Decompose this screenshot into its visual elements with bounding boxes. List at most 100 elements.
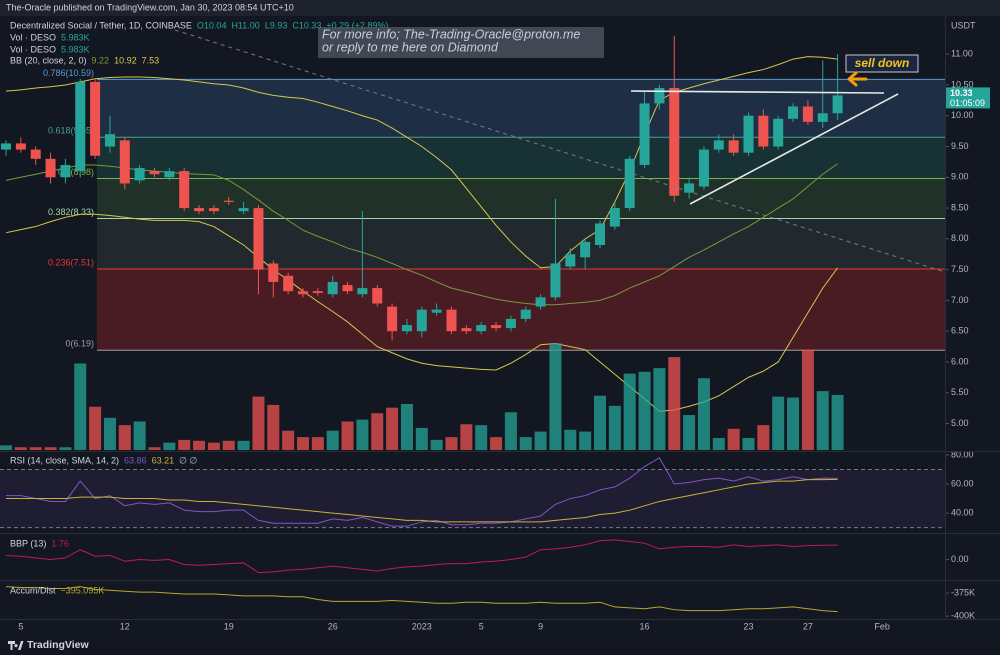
callout-box xyxy=(845,54,919,73)
candle-body xyxy=(535,297,546,307)
candle-body xyxy=(312,291,323,294)
candle-body xyxy=(728,140,739,153)
candle-body xyxy=(75,81,86,172)
fib-label: 0.5(8.98) xyxy=(58,167,94,177)
candle-body xyxy=(476,325,487,332)
ohlc-label: O10.04 xyxy=(197,20,227,30)
volume-bar xyxy=(103,417,116,450)
volume-bar xyxy=(297,437,309,450)
volume-bar xyxy=(712,438,725,450)
candle-body xyxy=(773,118,784,147)
volume-bar xyxy=(326,430,339,450)
fib-label: 0.786(10.59) xyxy=(43,68,94,78)
volume-bar xyxy=(163,442,176,450)
candle-body xyxy=(788,106,799,119)
legend-name: Vol · DESO xyxy=(10,44,56,54)
candle-body xyxy=(357,288,368,295)
x-tick-label: 23 xyxy=(743,621,753,631)
legend-na: ∅ ∅ xyxy=(179,455,197,465)
candle-body xyxy=(431,309,442,313)
indicator-line xyxy=(5,539,838,574)
candle-body xyxy=(15,143,26,150)
callout-arrow xyxy=(847,71,868,87)
candle-body xyxy=(342,285,353,292)
candle-body xyxy=(194,208,205,212)
volume-bar xyxy=(415,427,428,450)
volume-bar xyxy=(697,378,710,450)
fib-zone xyxy=(97,79,945,138)
y-tick-label: 40.00 xyxy=(951,507,974,517)
volume-bar xyxy=(638,371,651,450)
resistance-line xyxy=(630,90,885,94)
candle-body xyxy=(149,171,160,175)
volume-bar xyxy=(252,396,265,450)
ohlc-label: +0.29 (+2.89%) xyxy=(326,20,388,30)
y-tick-label: 9.50 xyxy=(951,141,969,151)
volume-bar xyxy=(0,445,12,450)
volume-bar xyxy=(430,439,443,450)
x-tick-label: 2023 xyxy=(412,621,432,631)
y-tick-label: 6.50 xyxy=(951,326,969,336)
volume-bar xyxy=(519,437,532,450)
x-tick-label: 26 xyxy=(328,621,338,631)
legend-value: 63.21 xyxy=(152,455,175,465)
volume-bar xyxy=(653,368,666,450)
support-line xyxy=(689,93,899,205)
countdown: 01:05:09 xyxy=(950,98,985,108)
info-line: For more info; The-Trading-Oracle@proton… xyxy=(322,27,580,41)
volume-bar xyxy=(29,447,42,450)
last-price-label: 10.33 xyxy=(950,88,973,98)
volume-bar xyxy=(74,363,87,450)
volume-bar xyxy=(549,343,562,450)
x-tick-label: 16 xyxy=(640,621,650,631)
y-tick-label: 8.50 xyxy=(951,202,969,212)
candle-body xyxy=(372,288,383,304)
x-tick-label: 27 xyxy=(803,621,813,631)
volume-bar xyxy=(356,419,369,450)
y-tick-label: 10.50 xyxy=(951,79,974,89)
candle-body xyxy=(119,140,130,184)
y-tick-label: 6.00 xyxy=(951,356,969,366)
volume-bar xyxy=(237,440,250,450)
fib-zone xyxy=(97,178,945,219)
legend-value: −395.095K xyxy=(61,585,105,595)
candle-body xyxy=(624,158,635,209)
candle-body xyxy=(550,263,561,298)
volume-bar xyxy=(193,440,206,450)
unit-label: USDT xyxy=(951,20,976,30)
candle-body xyxy=(90,81,101,156)
legend-value: 5.983K xyxy=(61,32,90,42)
bollinger-line xyxy=(5,56,838,269)
candle-body xyxy=(208,208,219,212)
info-line: or reply to me here on Diamond xyxy=(322,40,499,54)
legend-value: 1.76 xyxy=(51,538,69,548)
candle-body xyxy=(639,103,650,165)
volume-bar xyxy=(445,437,458,450)
candle-body xyxy=(684,183,695,193)
data-layer: 11.00 10.50 10.00 9.50 9.00 8.50 8.00 7.50 7.00 6… xyxy=(0,20,990,631)
volume-bar xyxy=(311,437,324,450)
y-tick-label: 11.00 xyxy=(951,49,973,59)
candle-body xyxy=(60,164,71,178)
candle-body xyxy=(104,134,115,147)
x-tick-label: 5 xyxy=(479,621,484,631)
brand: TradingView xyxy=(27,639,89,651)
ohlc-label: H11.00 xyxy=(231,20,259,30)
volume-bar xyxy=(816,391,829,450)
candle-body xyxy=(45,158,56,178)
fib-label: 0.236(7.51) xyxy=(48,257,94,267)
volume-bar xyxy=(222,440,235,450)
candle-body xyxy=(802,106,813,122)
volume-bar xyxy=(371,413,384,450)
y-tick-label: 7.50 xyxy=(951,264,969,274)
x-tick-label: 5 xyxy=(18,621,23,631)
volume-bar xyxy=(341,421,354,450)
ohlc-label: L9.93 xyxy=(265,20,288,30)
volume-bar xyxy=(475,425,488,450)
volume-bar xyxy=(594,395,606,450)
legend-name: BBP (13) xyxy=(10,538,46,548)
logo xyxy=(8,641,24,650)
volume-bar xyxy=(668,357,681,450)
volume-bar xyxy=(579,431,592,450)
